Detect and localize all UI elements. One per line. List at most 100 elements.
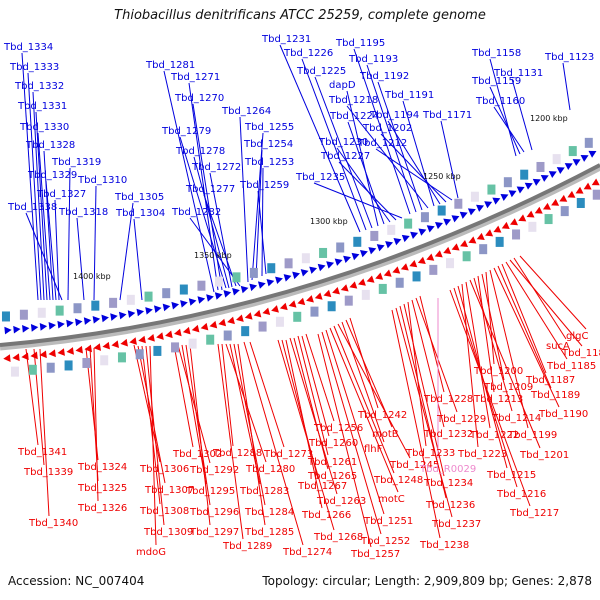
forward-gene-arrow <box>4 326 12 335</box>
forward-gene-arrow <box>524 182 533 190</box>
callout-line <box>395 307 453 518</box>
reverse-gene-arrow <box>493 225 502 233</box>
callout-line <box>493 106 525 153</box>
forward-gene-arrow <box>359 250 368 258</box>
gene-label: Tbd_1277 <box>185 184 235 195</box>
callout-line <box>173 344 194 448</box>
forward-gene-arrow <box>548 171 557 179</box>
forward-gene-arrow <box>532 178 541 186</box>
reverse-gene-arrow <box>518 214 527 222</box>
forward-gene-arrow <box>368 247 377 255</box>
callout-line <box>163 70 215 293</box>
cog-color-box <box>267 263 276 274</box>
callout-line <box>35 111 48 301</box>
gene-label: Tbd_1295 <box>185 486 235 497</box>
reverse-gene-arrow <box>366 275 375 283</box>
gene-label: Tbd_1297 <box>189 527 239 538</box>
callout-line <box>239 116 249 283</box>
reverse-gene-arrow <box>583 182 592 190</box>
gene-label: Tbd_1324 <box>77 462 127 473</box>
gene-label: Tbd_1265 <box>307 471 357 482</box>
gene-label: Tbd_1289 <box>222 541 272 552</box>
cog-color-box <box>479 244 488 255</box>
cog-color-box <box>293 311 302 322</box>
reverse-gene-arrow <box>182 326 191 335</box>
reverse-gene-arrow <box>559 194 568 202</box>
callout-line <box>337 323 411 459</box>
gene-label: Tbd_1158 <box>471 48 521 59</box>
gene-label: Tbd_1238 <box>419 540 469 551</box>
cog-color-box <box>592 189 600 200</box>
reverse-gene-arrow <box>567 190 576 198</box>
forward-gene-arrow <box>214 292 223 300</box>
forward-gene-arrow <box>540 175 549 182</box>
callout-line <box>338 161 397 221</box>
gene-label: Tbd_1225 <box>296 66 346 77</box>
cog-color-box <box>275 316 284 327</box>
callout-line <box>189 344 211 526</box>
cog-color-box <box>520 169 529 180</box>
gene-label: Tbd_1194 <box>369 110 419 121</box>
callout-line <box>149 345 157 546</box>
reverse-gene-arrow <box>165 330 173 339</box>
callout-line <box>305 333 335 422</box>
reverse-gene-arrow <box>129 337 137 345</box>
callout-line <box>133 218 143 301</box>
reverse-gene-arrow <box>375 272 384 280</box>
cog-color-box <box>73 303 82 314</box>
callout-line <box>25 212 63 301</box>
cog-color-box <box>249 267 258 278</box>
reverse-gene-arrow <box>48 349 56 358</box>
reverse-gene-arrow <box>468 236 477 244</box>
reverse-gene-arrow <box>349 281 358 289</box>
callout-line <box>39 348 50 517</box>
cog-color-box <box>144 291 153 302</box>
gene-label: Tbd_1187 <box>525 375 575 386</box>
reverse-gene-arrow <box>75 345 83 354</box>
gene-label: Tbd_1228 <box>423 394 473 405</box>
cog-color-box <box>576 197 585 208</box>
reverse-gene-arrow <box>591 178 600 186</box>
gene-label: Tbd_1227 <box>320 151 370 162</box>
forward-gene-arrow <box>223 290 232 298</box>
reverse-gene-arrow <box>288 300 297 308</box>
forward-gene-arrow <box>500 193 509 201</box>
callout-line <box>297 335 329 456</box>
callout-line <box>473 277 513 412</box>
callout-line <box>469 279 541 449</box>
callout-line <box>415 297 458 413</box>
cog-color-box <box>412 271 421 282</box>
gene-label: Tbd_1283 <box>239 486 289 497</box>
forward-gene-arrow <box>572 159 581 166</box>
forward-gene-arrow <box>467 208 476 216</box>
gene-label: Tbd_1325 <box>77 483 127 494</box>
reverse-gene-arrow <box>451 243 460 251</box>
gene-label: Tbd_1268 <box>313 532 363 543</box>
callout-line <box>411 299 445 428</box>
gene-label: Tbd_1226 <box>283 48 333 59</box>
gene-label: Tbd_1185 <box>546 361 596 372</box>
cog-color-box <box>284 258 293 269</box>
callout-line <box>145 345 165 526</box>
callout-line <box>513 257 567 340</box>
gene-label: Tbd_1192 <box>359 71 409 82</box>
cog-color-box <box>584 137 593 148</box>
cog-color-box <box>353 236 362 247</box>
gene-label: Tbd_1229 <box>436 414 486 425</box>
reverse-gene-arrow <box>102 341 110 350</box>
callout-line <box>181 344 207 485</box>
gene-label: Tbd_1261 <box>307 457 357 468</box>
gene-label: Tbd_1307 <box>144 485 194 496</box>
callout-line <box>375 148 453 201</box>
forward-gene-arrow <box>153 305 162 313</box>
callout-line <box>188 82 219 291</box>
gene-label: Tbd_1234 <box>423 478 473 489</box>
kbp-ticks: 1200 kbp 1250 kbp 1300 kbp 1350 kbp 1400… <box>73 114 568 281</box>
callout-line <box>333 325 395 474</box>
callout-line <box>217 343 244 540</box>
gene-label: Tbd_1189 <box>530 390 580 401</box>
gene-label: Tbd_1260 <box>308 438 358 449</box>
cog-color-box <box>223 330 232 341</box>
gene-label: Tbd_1263 <box>316 496 366 507</box>
